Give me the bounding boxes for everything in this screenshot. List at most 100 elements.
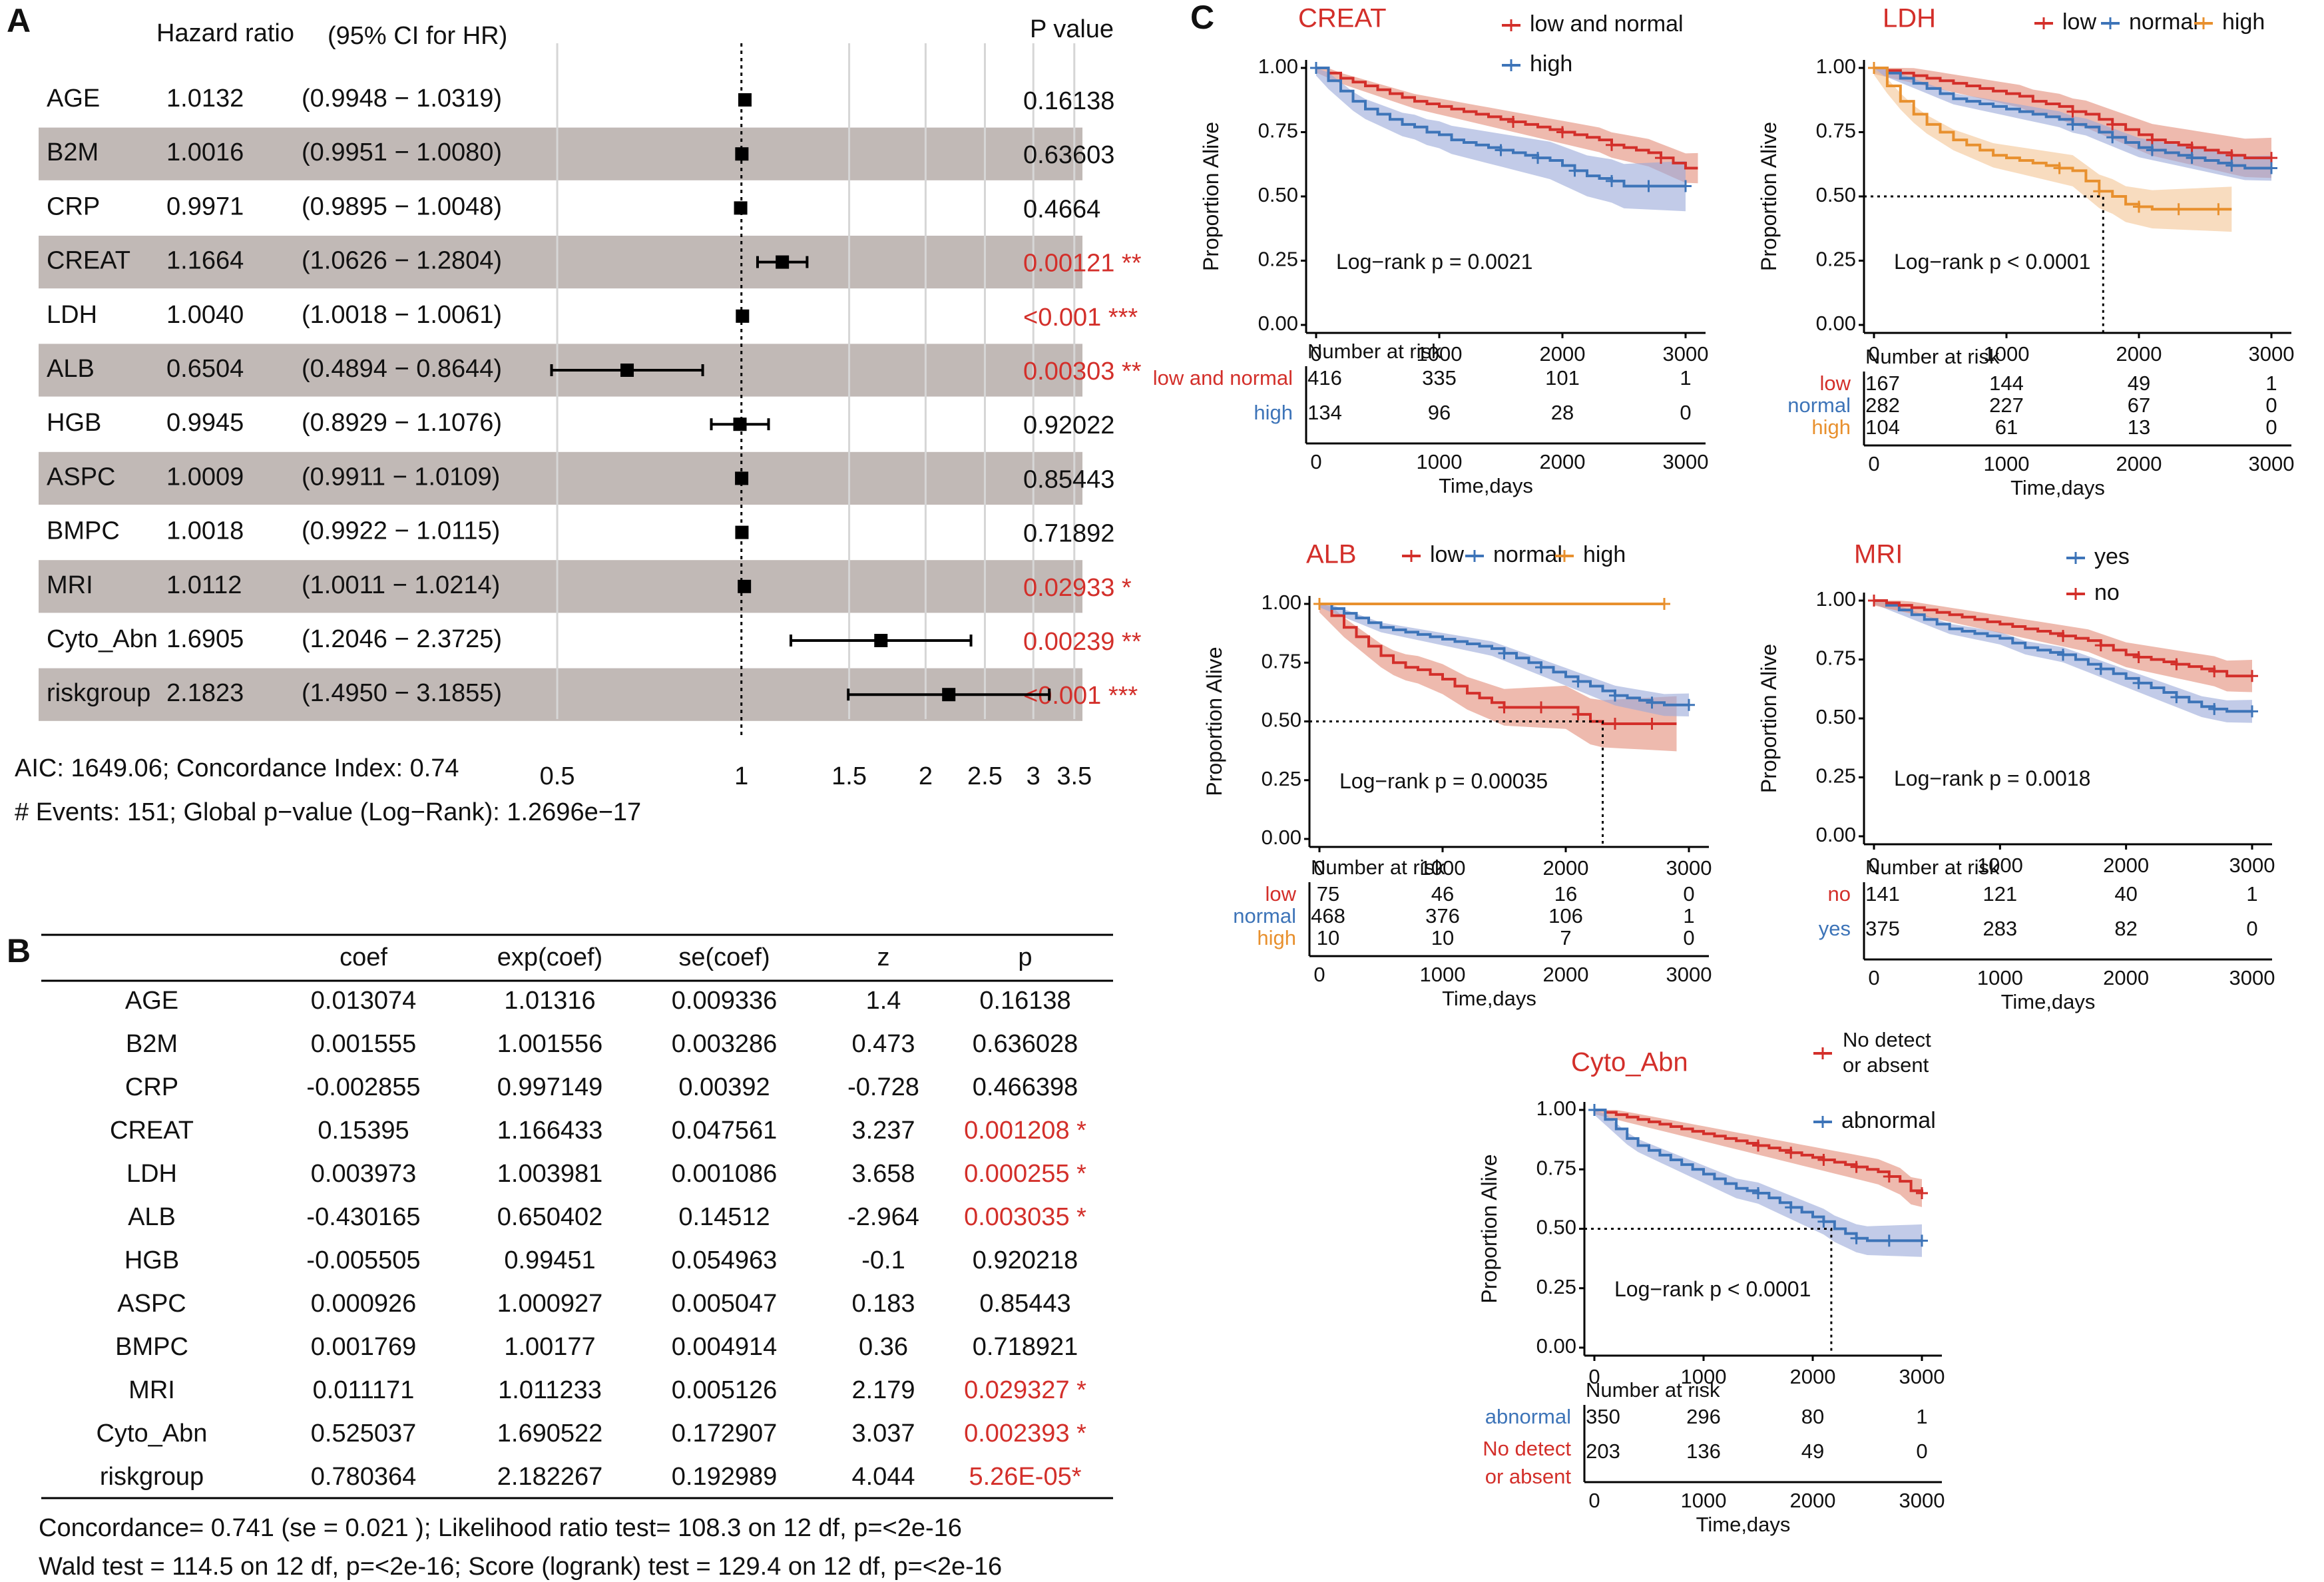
risk-count: 49 — [1801, 1440, 1824, 1463]
x-tick-label: 2000 — [2116, 342, 2162, 366]
x-tick-label: 1000 — [1984, 342, 2030, 366]
plot-title: CREAT — [1298, 4, 1387, 33]
censor-mark — [2170, 658, 2183, 670]
p-value: 0.02933 * — [1023, 574, 1132, 602]
table-cell: 0.047561 — [672, 1117, 778, 1145]
censor-mark — [2106, 131, 2119, 144]
x-tick-label: 0 — [1310, 342, 1321, 366]
x-tick-label: 2000 — [1540, 342, 1586, 366]
censor-mark — [2133, 200, 2145, 213]
censor-mark — [2094, 639, 2107, 652]
censor-mark — [1752, 1139, 1764, 1152]
censor-mark — [1785, 1147, 1797, 1159]
table-cell: 0.013074 — [311, 987, 417, 1015]
censor-mark — [1785, 1201, 1797, 1214]
hazard-ratio: 1.0018 — [166, 517, 244, 545]
risk-count: 7 — [1560, 926, 1571, 949]
y-tick-label: 0.75 — [1258, 119, 1298, 142]
x-tick-label: 2000 — [1790, 1365, 1836, 1388]
censor-mark — [1817, 1153, 1830, 1166]
risk-count: 0 — [1683, 926, 1694, 949]
censor-mark — [2070, 588, 2082, 600]
risk-x-tick-label: 3000 — [1663, 450, 1709, 473]
ci-text: (0.9922 − 1.0115) — [302, 517, 500, 545]
p-value: 0.00303 ** — [1023, 358, 1142, 386]
censor-mark — [1498, 701, 1511, 714]
variable-name: B2M — [47, 138, 99, 166]
hazard-ratio: 1.1664 — [166, 247, 244, 275]
table-cell: 1.00177 — [504, 1333, 595, 1361]
variable-name: LDH — [47, 301, 97, 329]
risk-x-tick-label: 3000 — [1899, 1489, 1945, 1512]
censor-mark — [1609, 718, 1621, 730]
legend-label: no — [2094, 580, 2120, 605]
table-cell: 0.85443 — [979, 1290, 1070, 1318]
risk-count: 61 — [1995, 415, 2018, 439]
x-tick-label: 3000 — [1899, 1365, 1945, 1388]
y-tick-label: 0.75 — [1816, 119, 1856, 142]
p-value: 0.85443 — [1023, 465, 1114, 493]
table-cell: HGB — [124, 1246, 179, 1274]
table-cell: 4.044 — [851, 1463, 915, 1491]
table-cell: 0.16138 — [979, 987, 1070, 1015]
table-cell: 1.4 — [866, 987, 901, 1015]
x-axis-label: Time,days — [1696, 1513, 1791, 1536]
risk-count: 134 — [1307, 401, 1342, 424]
censor-mark — [2265, 162, 2277, 174]
table-footer-tests: Wald test = 114.5 on 12 df, p=<2e-16; Sc… — [39, 1553, 1002, 1581]
logrank-pvalue: Log−rank p < 0.0001 — [1894, 250, 2090, 274]
y-tick-label: 0.25 — [1816, 248, 1856, 271]
risk-count: 0 — [1683, 882, 1694, 906]
survival-curve — [1319, 603, 1677, 726]
survival-curve — [1594, 1109, 1922, 1242]
censor-mark — [2093, 185, 2106, 198]
censor-mark — [2198, 17, 2209, 29]
ci-text: (0.9895 − 1.0048) — [302, 192, 502, 220]
legend-label: or absent — [1843, 1053, 1929, 1077]
variable-name: riskgroup — [47, 679, 150, 707]
y-tick-label: 0.50 — [1258, 183, 1298, 206]
censor-mark — [2186, 152, 2198, 164]
p-value: <0.001 *** — [1023, 304, 1138, 332]
table-cell: ASPC — [117, 1290, 186, 1318]
legend-label: high — [2222, 9, 2265, 35]
hr-point — [733, 417, 747, 431]
table-cell: -0.728 — [847, 1073, 919, 1101]
censor-mark — [1609, 689, 1621, 702]
risk-count: 67 — [2128, 394, 2150, 417]
plot-title: Cyto_Abn — [1571, 1048, 1688, 1077]
risk-count: 1 — [2265, 372, 2277, 395]
table-cell: 0.000255 * — [964, 1160, 1086, 1188]
logrank-pvalue: Log−rank p = 0.00035 — [1339, 769, 1548, 793]
legend-label: low and normal — [1530, 11, 1684, 37]
censor-mark — [1535, 701, 1547, 714]
censor-mark — [2038, 17, 2050, 29]
variable-name: BMPC — [47, 517, 120, 545]
ci-band — [1594, 1110, 1922, 1207]
table-cell: BMPC — [115, 1333, 188, 1361]
table-cell: 0.003035 * — [964, 1203, 1086, 1231]
x-axis-label: Time,days — [2001, 990, 2096, 1013]
risk-row-label: low and normal — [1153, 366, 1293, 390]
censor-mark — [1495, 144, 1507, 156]
risk-count: 40 — [2114, 882, 2137, 906]
table-column-header: z — [877, 943, 890, 971]
risk-count: 203 — [1586, 1440, 1620, 1463]
censor-mark — [2104, 17, 2116, 29]
censor-mark — [2132, 676, 2145, 689]
risk-row-label: high — [1811, 415, 1851, 439]
legend-label: normal — [2129, 9, 2198, 35]
table-column-header: exp(coef) — [497, 943, 602, 971]
censor-mark — [2057, 649, 2069, 661]
ci-text: (0.9911 − 1.0109) — [302, 463, 500, 491]
table-cell: 2.182267 — [497, 1463, 603, 1491]
risk-row-label: normal — [1787, 394, 1851, 417]
hazard-ratio: 2.1823 — [166, 679, 244, 707]
y-tick-label: 0.00 — [1536, 1334, 1576, 1358]
censor-mark — [1683, 698, 1695, 711]
table-cell: 0.000926 — [311, 1290, 417, 1318]
x-tick-label: 1000 — [1681, 1365, 1727, 1388]
table-cell: 0.002393 * — [964, 1420, 1086, 1448]
km-plot-creat: CREAT 0.00 0.25 0.50 0.75 1.00 0 1000 2000 3000 Pr… — [1153, 4, 1709, 498]
risk-count: 0 — [1680, 401, 1691, 424]
